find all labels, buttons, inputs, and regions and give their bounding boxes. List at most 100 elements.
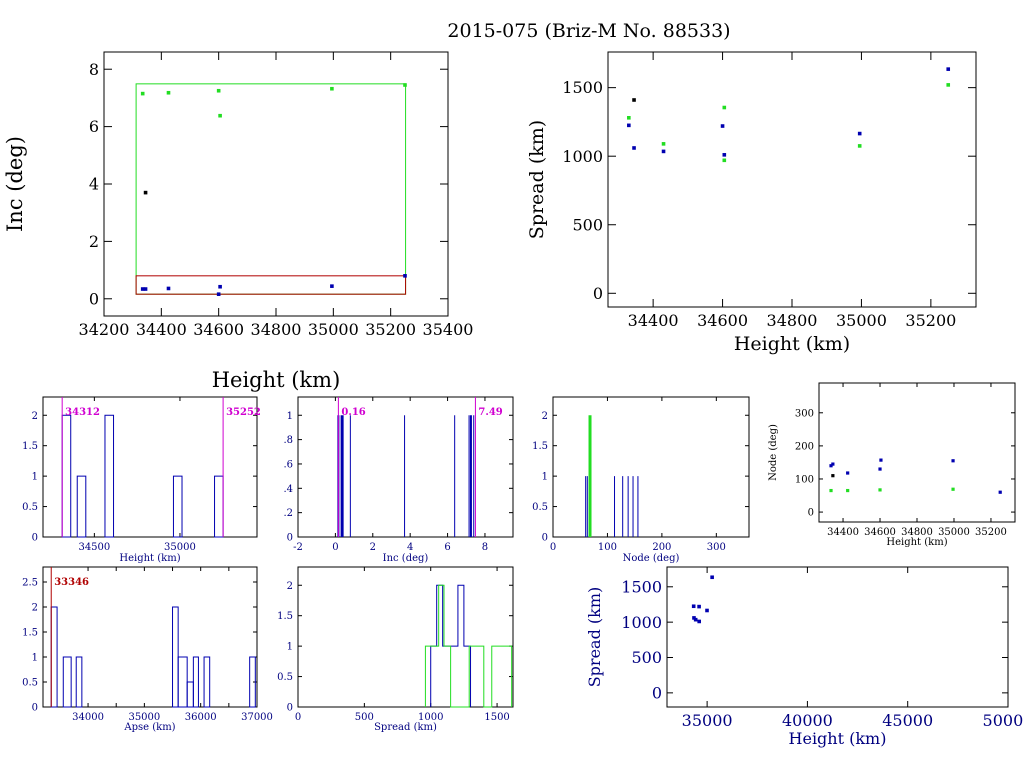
y-tick-label: 1: [542, 472, 548, 483]
range-marker-label: 35252: [226, 407, 261, 418]
x-axis-label: Height (km): [886, 537, 947, 548]
data-point: [705, 608, 709, 613]
data-point: [330, 86, 334, 91]
data-point: [661, 142, 666, 146]
data-point: [627, 123, 631, 128]
x-tick-label: 2: [370, 542, 376, 553]
x-axis-label: Height (km): [119, 553, 180, 564]
plot-frame: [42, 396, 258, 538]
x-tick-label: 8: [482, 542, 488, 553]
x-tick-label: 35000: [308, 320, 359, 339]
x-axis-label: Inc (deg): [383, 553, 429, 564]
y-tick-label: 1.5: [532, 441, 548, 452]
data-point: [720, 124, 725, 128]
data-point: [946, 83, 951, 87]
y-tick-label: 1: [287, 642, 293, 653]
x-tick-label: 1000: [418, 712, 443, 723]
data-point: [946, 67, 951, 71]
x-tick-label: 100: [598, 542, 617, 553]
x-tick-label: 35400: [423, 320, 474, 339]
range-marker-label: 34312: [65, 407, 100, 418]
data-point: [831, 474, 835, 478]
chart-node-vs-height: 34400 34600 34800 35000 35200 0 100 200 300 Heigh…: [768, 382, 1016, 548]
y-tick-label: 4: [89, 175, 99, 194]
x-tick-label: 34400: [628, 311, 679, 330]
y-tick-label: 2: [542, 411, 548, 422]
y-tick-label: 1.5: [22, 441, 38, 452]
y-axis-label: Node (deg): [768, 424, 779, 481]
plot-frame: [103, 51, 449, 317]
x-tick-label: 37000: [241, 712, 273, 723]
y-tick-label: .8: [283, 435, 293, 446]
data-point: [846, 471, 850, 475]
data-point: [632, 98, 636, 102]
plot-frame: [297, 566, 514, 708]
hist-bar: [75, 656, 83, 708]
y-axis-label: Spread (km): [585, 587, 604, 688]
x-tick-label: -2: [293, 542, 303, 553]
hist-bar: [76, 475, 87, 538]
data-point: [951, 487, 955, 491]
x-tick-label: 35000: [682, 711, 733, 730]
plot-frame: [818, 382, 1016, 523]
x-tick-label: 34800: [251, 320, 302, 339]
x-tick-label: 0: [550, 542, 556, 553]
x-tick-label: 300: [707, 542, 726, 553]
x-tick-label: 200: [652, 542, 671, 553]
x-tick-label: 0: [332, 542, 338, 553]
x-tick-label: 34500: [78, 542, 110, 553]
y-axis-label: Spread (km): [526, 120, 548, 239]
data-point: [857, 144, 862, 148]
y-tick-label: 0: [593, 284, 603, 303]
x-tick-label: 0: [295, 712, 301, 723]
x-tick-label: 4: [407, 542, 413, 553]
x-axis-label: Spread (km): [374, 722, 437, 733]
x-tick-label: 34000: [72, 712, 104, 723]
y-tick-label: 2: [89, 232, 99, 251]
x-tick-label: 34400: [136, 320, 187, 339]
range-marker-label: 33346: [54, 577, 89, 588]
data-point: [878, 488, 882, 492]
x-tick-label: 34600: [864, 527, 896, 538]
hist-bar: [177, 656, 188, 708]
data-point: [829, 488, 833, 493]
y-tick-label: 1000: [621, 613, 662, 632]
plot-frame: [552, 396, 750, 538]
plot-frame: [607, 51, 977, 308]
x-tick-label: 34400: [827, 527, 859, 538]
y-tick-label: 0: [287, 703, 293, 714]
y-tick-label: 300: [795, 408, 814, 419]
y-tick-label: 0: [287, 533, 293, 544]
y-tick-label: 2: [287, 581, 293, 592]
y-tick-label: 1500: [562, 78, 603, 97]
y-tick-label: 100: [795, 474, 814, 485]
hist-bar: [203, 656, 211, 708]
hist-bar: [50, 606, 58, 708]
y-tick-label: 0: [32, 703, 38, 714]
hist-bar: [186, 681, 194, 708]
chart-inc-vs-height: 34200 34400 34600 34800 35000 35200 35400 0 2 4 6 8…: [3, 51, 474, 392]
x-tick-label: 34600: [697, 311, 748, 330]
data-point: [951, 459, 955, 463]
data-point: [693, 617, 698, 622]
data-point: [691, 604, 696, 609]
data-point: [403, 274, 407, 278]
hist-bar: [214, 475, 224, 538]
x-axis-label: Height (km): [212, 368, 341, 392]
y-tick-label: 0: [652, 683, 662, 702]
data-point: [697, 604, 701, 609]
data-point: [710, 575, 714, 580]
plot-frame: [297, 396, 514, 538]
y-tick-label: 0.5: [22, 678, 38, 689]
data-point: [627, 116, 631, 120]
page-title: 2015-075 (Briz-M No. 88533): [447, 20, 730, 42]
x-axis-label: Node (deg): [623, 553, 680, 564]
chart-spread-vs-height: 34400 34600 34800 35000 35200 0 500 1000 1500 Hei…: [526, 51, 977, 355]
data-point: [216, 292, 221, 296]
x-tick-label: 35000: [938, 527, 970, 538]
data-point: [998, 490, 1002, 494]
plot-frame: [42, 566, 258, 708]
chart-spread-hist: 0 500 1000 1500 0 0.5 1 1.5 2 Spread (km): [277, 566, 514, 733]
data-point: [846, 488, 850, 493]
